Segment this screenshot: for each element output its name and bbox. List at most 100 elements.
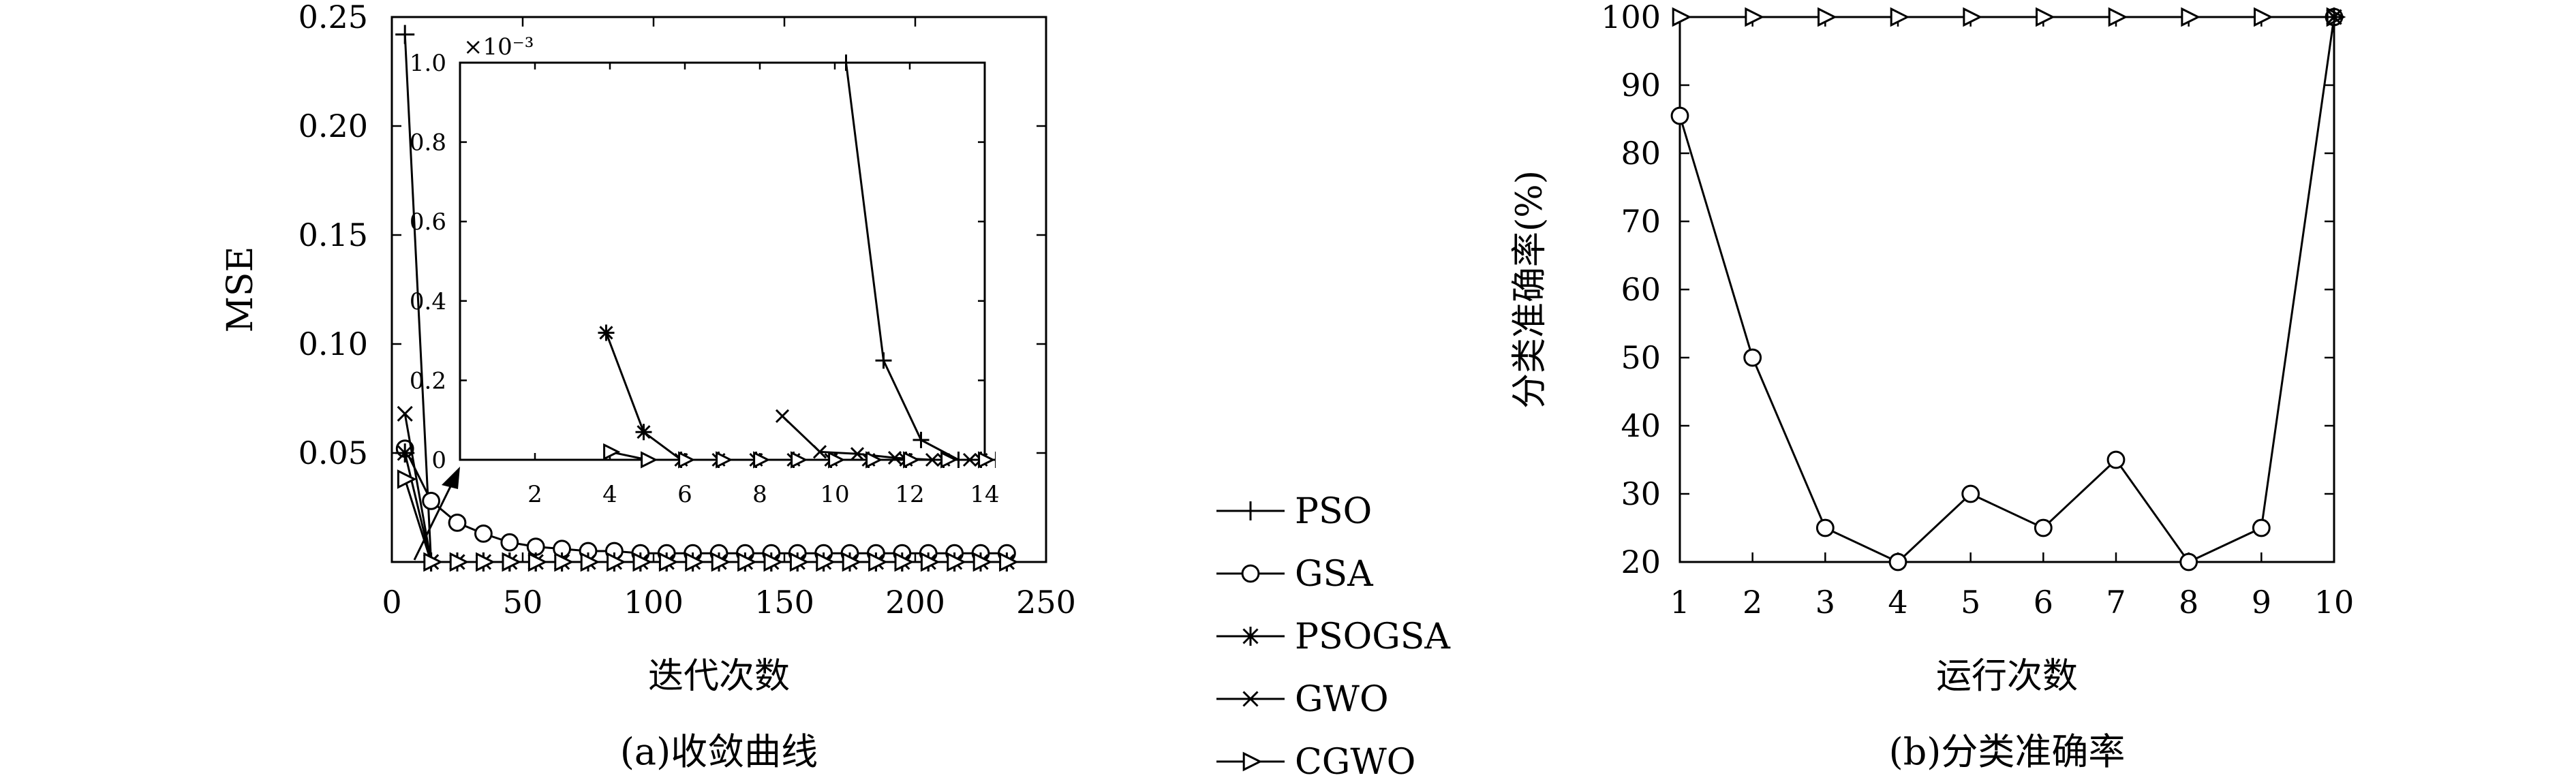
- panel-a-y-axis-title: MSE: [220, 247, 261, 333]
- legend-entry-cgwo: CGWO: [1216, 742, 1415, 782]
- panel-a-point-cgwo: [580, 552, 600, 572]
- panel-a-point-cgwo: [894, 552, 915, 572]
- panel-b-series-cgwo: [1672, 7, 2346, 27]
- panel-b-x-tick-label: 4: [1888, 584, 1907, 621]
- inset-point-cgwo: [791, 451, 808, 469]
- inset-point-psogsa: [598, 324, 615, 341]
- panel-b-y-tick-label: 70: [1621, 203, 1661, 240]
- legend-label-gwo: GWO: [1295, 679, 1389, 720]
- panel-b-line-gsa: [1680, 17, 2334, 562]
- inset-point-pso: [875, 352, 892, 369]
- inset-y-tick-label: 0.4: [410, 288, 446, 315]
- panel-b-point-gsa: [2179, 552, 2198, 572]
- panel-b-markers-cgwo: [1672, 7, 2346, 27]
- panel-b-tick-labels: 1 2 3 4 5 6 7 8 9 10 20 30 40 50 60 70 80 90 100: [1601, 0, 2354, 621]
- panel-a-point-gsa: [474, 525, 493, 543]
- panel-b-y-tick-label: 20: [1621, 544, 1661, 580]
- panel-a-x-axis-title: 迭代次数: [648, 656, 790, 697]
- panel-a-point-cgwo: [423, 552, 443, 572]
- panel-b-x-tick-label: 9: [2252, 584, 2271, 621]
- legend-label-pso: PSO: [1295, 491, 1372, 532]
- panel-a-point-cgwo: [527, 552, 548, 572]
- panel-a-point-cgwo: [947, 552, 966, 572]
- panel-b-point-gsa: [1743, 348, 1762, 367]
- legend-label-gsa: GSA: [1295, 554, 1374, 595]
- legend-marker-gwo: [1242, 691, 1259, 707]
- inset-point-cgwo: [753, 451, 771, 469]
- inset-point-cgwo: [903, 451, 921, 469]
- inset-tick-labels: 2 4 6 8 10 12 14 0 0.2 0.4 0.6 0.8 1.0: [410, 50, 1000, 508]
- inset-point-cgwo: [978, 451, 996, 469]
- inset-point-gwo: [812, 445, 827, 459]
- panel-a-point-gsa: [500, 533, 519, 552]
- panel-b-markers-gwo: [2326, 9, 2342, 25]
- panel-b-point-gsa: [1961, 484, 1980, 503]
- panel-b-point-gsa: [1888, 552, 1907, 572]
- inset-plot-frame: [459, 61, 986, 461]
- panel-b-caption: (b)分类准确率: [1889, 730, 2126, 773]
- panel-b-point-gsa: [1670, 106, 1689, 125]
- panel-b-point-gsa: [2034, 518, 2053, 537]
- inset-x-tick-label: 8: [752, 481, 767, 508]
- panel-a-point-cgwo: [999, 552, 1019, 572]
- panel-a-point-cgwo: [737, 552, 757, 572]
- panel-a-point-gsa: [526, 537, 545, 556]
- inset-point-cgwo: [678, 451, 696, 469]
- inset-point-gwo: [850, 447, 865, 461]
- panel-a-point-cgwo: [397, 469, 417, 489]
- panel-a-y-tick-label: 0.15: [298, 217, 368, 253]
- panel-a-x-tick-label: 250: [1016, 584, 1076, 621]
- panel-a-point-cgwo: [920, 552, 940, 572]
- panel-a-series: [395, 25, 1019, 572]
- panel-b-x-tick-label: 8: [2179, 584, 2198, 621]
- inset-x-tick-label: 6: [677, 481, 692, 508]
- panel-a-y-tick-label: 0.10: [298, 326, 368, 362]
- inset-x-tick-label: 4: [602, 481, 617, 508]
- inset-y-tick-label: 0.6: [410, 208, 446, 236]
- legend-label-cgwo: CGWO: [1295, 742, 1415, 782]
- legend-marker-pso: [1241, 501, 1260, 520]
- panel-a-x-tick-label: 200: [885, 584, 945, 621]
- panel-a-inset: 2 4 6 8 10 12 14 0 0.2 0.4 0.6 0.8 1.0 ×10⁻³: [410, 33, 1000, 508]
- panel-a-point-cgwo: [816, 552, 835, 572]
- panel-b-x-tick-label: 7: [2106, 584, 2126, 621]
- legend-marker-psogsa: [1241, 627, 1260, 646]
- inset-series-cgwo: [603, 443, 996, 469]
- inset-y-scale-label: ×10⁻³: [463, 33, 534, 61]
- panel-b-plot-frame: [1678, 16, 2335, 563]
- inset-x-tick-label: 10: [820, 481, 849, 508]
- inset-point-pso: [838, 54, 855, 71]
- panel-b-point-gwo: [2326, 9, 2342, 25]
- panel-b-markers-gsa: [1670, 7, 2344, 572]
- panel-a-x-tick-label: 150: [754, 584, 814, 621]
- panel-a-caption: (a)收敛曲线: [620, 730, 818, 773]
- inset-point-psogsa: [635, 424, 652, 441]
- panel-b-y-tick-label: 50: [1621, 339, 1661, 376]
- inset-y-tick-label: 1.0: [410, 50, 446, 77]
- panel-b-series: [1670, 7, 2346, 572]
- panel-b-y-tick-label: 90: [1621, 67, 1661, 104]
- inset-x-tick-label: 14: [970, 481, 999, 508]
- panel-b-x-tick-label: 5: [1961, 584, 1980, 621]
- panel-b-point-cgwo: [1672, 7, 1692, 27]
- inset-y-tick-label: 0.8: [410, 129, 446, 157]
- panel-b-tick-marks: [1678, 16, 2335, 563]
- panel-a-x-tick-label: 0: [382, 584, 401, 621]
- panel-a-point-psogsa: [395, 443, 415, 463]
- inset-point-cgwo: [641, 451, 658, 469]
- panel-a-point-gsa: [422, 492, 440, 510]
- panel-a-point-cgwo: [842, 552, 862, 572]
- panel-b-x-tick-label: 10: [2314, 584, 2355, 621]
- panel-b-y-tick-label: 100: [1601, 0, 1661, 35]
- panel-b-series-gsa: [1670, 7, 2344, 572]
- panel-b-x-tick-label: 2: [1743, 584, 1762, 621]
- panel-b-x-axis-title: 运行次数: [1936, 656, 2078, 697]
- panel-a-series-cgwo: [397, 469, 1019, 572]
- inset-y-tick-label: 0: [431, 447, 446, 474]
- inset-point-cgwo: [603, 443, 621, 460]
- inset-x-tick-label: 12: [895, 481, 924, 508]
- panel-a-point-gwo: [397, 405, 413, 422]
- panel-b-series-gwo: [2326, 9, 2342, 25]
